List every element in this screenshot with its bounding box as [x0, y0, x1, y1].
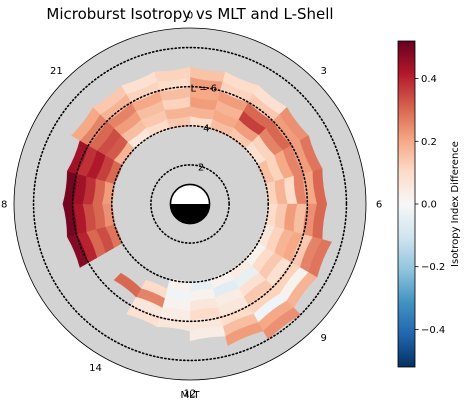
colorbar-ticks: −0.4 −0.2 0.0 0.2 0.4: [415, 74, 445, 336]
colorbar: −0.4 −0.2 0.0 0.2 0.4 Isotropy Index Differe…: [397, 40, 461, 368]
colorbar-tick-label: −0.2: [421, 262, 445, 273]
mlt-tick-label: 21: [50, 66, 63, 77]
colorbar-tick-label: −0.4: [421, 325, 445, 336]
earth-outline: [169, 183, 211, 225]
heatmap-cell: [154, 66, 191, 82]
mlt-tick-label: 0: [187, 11, 193, 22]
mlt-tick-label: 3: [320, 66, 326, 77]
earth-nightside: [170, 204, 210, 224]
earth-icon: [169, 183, 211, 225]
l-shell-label: 4: [203, 123, 209, 134]
chart-title: Microburst Isotropy vs MLT and L-Shell: [46, 5, 333, 23]
l-shell-labels: 2 4 L = 6: [190, 83, 217, 173]
colorbar-label: Isotropy Index Difference: [450, 141, 461, 267]
l-shell-label: L = 6: [190, 83, 217, 94]
colorbar-tick-label: 0.2: [421, 137, 437, 148]
colorbar-tick-label: 0.0: [421, 200, 437, 211]
l-shell-circle: [71, 85, 309, 323]
mlt-tick-label: 9: [320, 333, 326, 344]
heatmap-cells: [62, 66, 332, 346]
heatmap-cell: [113, 272, 142, 298]
polar-plot: 036912141821 24L = 6: [0, 11, 382, 400]
l-shell-circle: [32, 46, 348, 362]
colorbar-scale: [397, 40, 416, 368]
dotted-l-shell-circles: [32, 46, 348, 362]
colorbar-tick-label: 0.4: [421, 74, 437, 85]
l-shell-circle: [110, 124, 270, 284]
mlt-tick-label: 6: [376, 200, 382, 211]
l-shell-circle: [150, 164, 230, 244]
mlt-tick-label: 12: [184, 389, 197, 400]
mlt-tick-label: 14: [89, 363, 102, 374]
l-shell-label: 2: [198, 162, 204, 173]
mlt-tick-labels: 0 3 6 9 12 14 18 21: [0, 11, 382, 400]
x-axis-label: MLT: [181, 390, 201, 401]
polar-frame: [13, 27, 367, 381]
mlt-tick-label: 18: [0, 200, 7, 211]
